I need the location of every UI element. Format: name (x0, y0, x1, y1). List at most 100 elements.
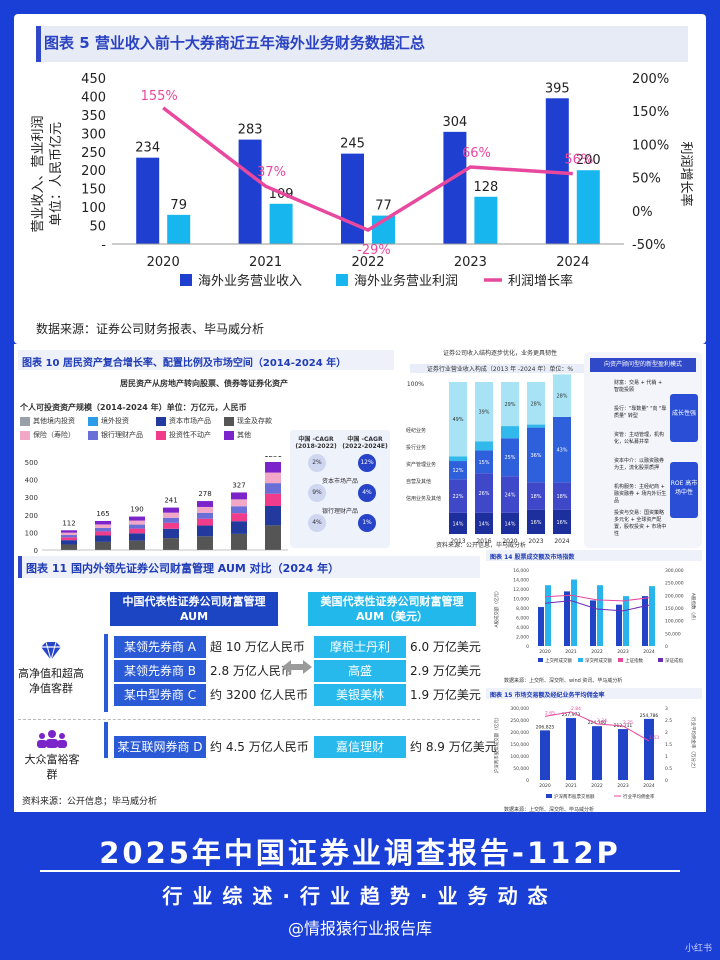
fig14-legend-label: 深交所成交额 (585, 657, 612, 664)
bar-profit-label: 128 (473, 180, 498, 195)
struct-bar-segment (501, 512, 519, 534)
struct-bar-segment (553, 509, 571, 534)
struct-bar-segment (449, 461, 467, 480)
struct-bar-label: 43% (556, 448, 567, 454)
fig14-bar-sse (564, 591, 570, 646)
struct-bar-segment (449, 456, 467, 462)
segment-divider (18, 719, 480, 720)
legend-label-growth: 利润增长率 (508, 273, 573, 289)
fig11-title-bar (18, 556, 480, 578)
banner-account: @情报猿行业报告库 (287, 919, 432, 938)
fig15-x-tick: 2023 (617, 783, 629, 789)
fig14-legend-swatch (658, 658, 663, 662)
us-header: 美国代表性证券公司财富管理 AUM（美元） (308, 592, 476, 626)
struct-bar-label: 12% (452, 468, 463, 474)
fig14-y2-tick: 250,000 (665, 581, 684, 587)
people-icon (37, 730, 67, 748)
fig15-source: 数据来源：上交所、深交所、毕马威分析 (504, 807, 595, 813)
struct-bar-label: 36% (530, 453, 541, 459)
fig10-bar-segment (129, 540, 145, 550)
fig10-bar-segment (197, 536, 213, 550)
bar-profit (474, 196, 498, 244)
struct-bar-segment (553, 374, 571, 417)
fig14-legend-label: 上交所成交额 (545, 657, 572, 664)
fig14-y-tick: 4,000 (516, 625, 529, 631)
fig10-bar-segment (163, 517, 179, 523)
struct-bar-label: 25% (504, 455, 515, 461)
fig14-line-sz (544, 600, 650, 612)
fig10-legend-item: 投资性不动产 (156, 430, 211, 440)
fig10-bar-segment (231, 533, 247, 550)
fig10-y-tick: 200 (25, 512, 38, 520)
struct-x-tick: 2016 (476, 538, 491, 545)
banner-title: 2025年中国证券业调查报告-112P (99, 836, 621, 870)
cn-broker-name: 某互联网券商 D (114, 736, 206, 758)
fig14-y2-tick: 300,000 (665, 568, 684, 574)
struct-bar-segment (501, 382, 519, 427)
fig10-bar-segment (265, 472, 281, 484)
struct-bar-segment (501, 426, 519, 439)
fig10-legend-swatch (20, 430, 30, 440)
fig14-y2-tick: 0 (665, 644, 668, 650)
fig10-bar-segment (61, 540, 77, 545)
bar-revenue-label: 395 (545, 81, 570, 96)
us-broker-name: 美银美林 (314, 684, 406, 706)
fig15-x-tick: 2024 (643, 783, 655, 789)
main-chart-card: 图表 5 营业收入前十大券商近五年海外业务财务数据汇总 营业收入、营业利润 单位：… (14, 14, 706, 344)
fig10-bar-segment (61, 537, 77, 541)
fig10-bar-segment (163, 522, 179, 529)
cn-broker-name: 某中型券商 C (114, 684, 206, 706)
fig10-bar-segment (231, 521, 247, 534)
model-title: 向资产顾问型的新型盈利模式 (590, 358, 696, 372)
fig11-title: 图表 11 国内外领先证券公司财富管理 AUM 对比（2024 年） (26, 562, 340, 575)
fig14-y2-tick: 50,000 (665, 631, 681, 637)
fig10-bar-segment (129, 516, 145, 521)
struct-bar-segment (527, 382, 545, 425)
fig15-rate-label: 2.25 (623, 720, 633, 726)
x-tick-label: 2021 (249, 255, 282, 270)
us-broker-aum: 1.9 万亿美元 (410, 688, 481, 702)
y-tick-label: 50 (89, 220, 106, 235)
fig10-legend-swatch (88, 416, 98, 426)
fig10-bar-label: 278 (198, 490, 211, 498)
fig14-chart: 16,000 14,000 12,000 10,000 8,000 6,000 4,000 2… (493, 568, 697, 664)
struct-y-top: 100% (407, 381, 424, 388)
fig14-bar-sse (642, 596, 648, 646)
bar-profit (269, 203, 293, 244)
growth-point-label: 66% (462, 146, 491, 161)
fig10-bar-segment (231, 499, 247, 507)
struct-bar-segment (527, 424, 545, 428)
y-tick-label: 200 (81, 164, 106, 179)
fig15-y2-tick: 1.5 (665, 742, 672, 748)
fig10-scale: 个人可投资资产规模（2014-2024 年）单位：万亿元，人民币 (20, 403, 247, 412)
badge-roe: ROE 高市场中性 (670, 462, 698, 518)
fig15-y-tick: 200,000 (510, 730, 529, 736)
fig15-y2-tick: 2.5 (665, 718, 672, 724)
bar-revenue-label: 234 (135, 141, 160, 156)
fig14-title: 图表 14 股票成交额及市场指数 (490, 554, 575, 561)
cagr-value-2018: 4% (308, 514, 326, 532)
y-tick-label: 400 (81, 90, 106, 105)
struct-bar-segment (553, 482, 571, 510)
bar-profit-label: 77 (375, 199, 392, 214)
y-tick-label: 100 (81, 201, 106, 216)
struct-bar-segment (527, 427, 545, 483)
model-item: 财富：交易 + 代销 + 智能投顾 (614, 380, 663, 393)
bar-revenue (341, 153, 364, 244)
fig14-bar-szse (597, 585, 603, 646)
fig10-bar-label: 190 (130, 506, 143, 514)
fig15-y-tick: 300,000 (510, 706, 529, 712)
seg2-bracket (104, 722, 108, 758)
fig14-y-tick: 10,000 (513, 597, 529, 603)
fig10-bar-label: 241 (164, 497, 177, 505)
fig10-legend-label: 资本市场产品 (169, 417, 211, 425)
fig15-rate-line (544, 711, 650, 742)
struct-bar-segment (553, 416, 571, 483)
fig15-y2-tick: 0 (665, 778, 668, 784)
fig10-legend-swatch (224, 430, 234, 440)
fig10-y-tick: 100 (25, 529, 38, 537)
fig10-legend-label: 其他 (237, 431, 251, 439)
bar-profit (167, 214, 191, 244)
struct-legend-label: 投行业务 (406, 444, 426, 451)
